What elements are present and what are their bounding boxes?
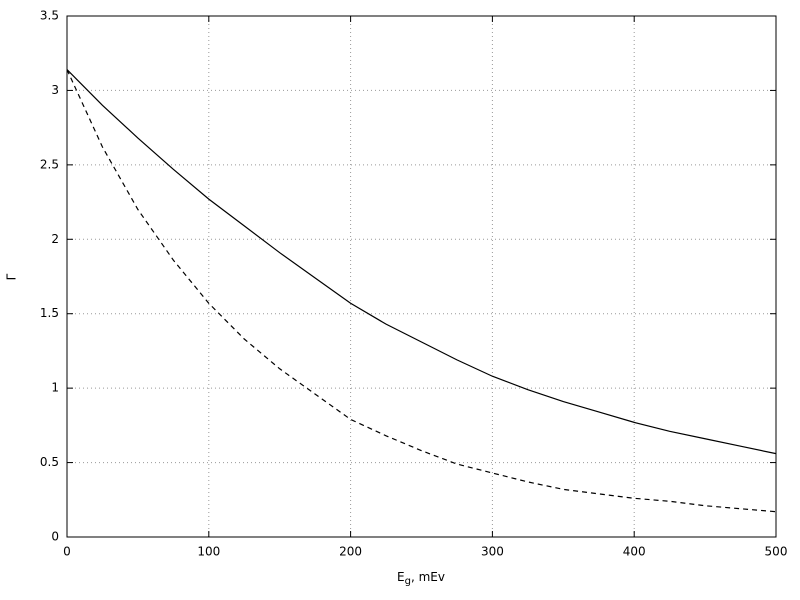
y-tick-label: 2 (51, 232, 59, 246)
data-line (66, 69, 777, 513)
plot-frame (66, 15, 777, 538)
y-axis-label: Γ (5, 273, 19, 280)
x-tick-label: 0 (63, 545, 71, 559)
y-tick-label: 2.5 (40, 157, 59, 171)
x-label-rest: , mEv (411, 570, 445, 584)
data-line (66, 69, 777, 455)
x-tick-label: 200 (339, 545, 362, 559)
x-label-sub: g (405, 576, 411, 587)
y-tick-label: 3.5 (40, 9, 59, 23)
x-tick-label: 300 (481, 545, 504, 559)
y-tick-label: 0.5 (40, 455, 59, 469)
y-tick-label: 1 (51, 381, 59, 395)
y-tick-label: 3 (51, 83, 59, 97)
x-label-main: E (397, 570, 405, 584)
x-tick-label: 100 (197, 545, 220, 559)
x-tick-label: 500 (765, 545, 788, 559)
y-tick-label: 1.5 (40, 306, 59, 320)
x-tick-label: 400 (623, 545, 646, 559)
y-tick-label: 0 (51, 530, 59, 544)
x-axis-label: Eg, mEv (397, 570, 445, 588)
